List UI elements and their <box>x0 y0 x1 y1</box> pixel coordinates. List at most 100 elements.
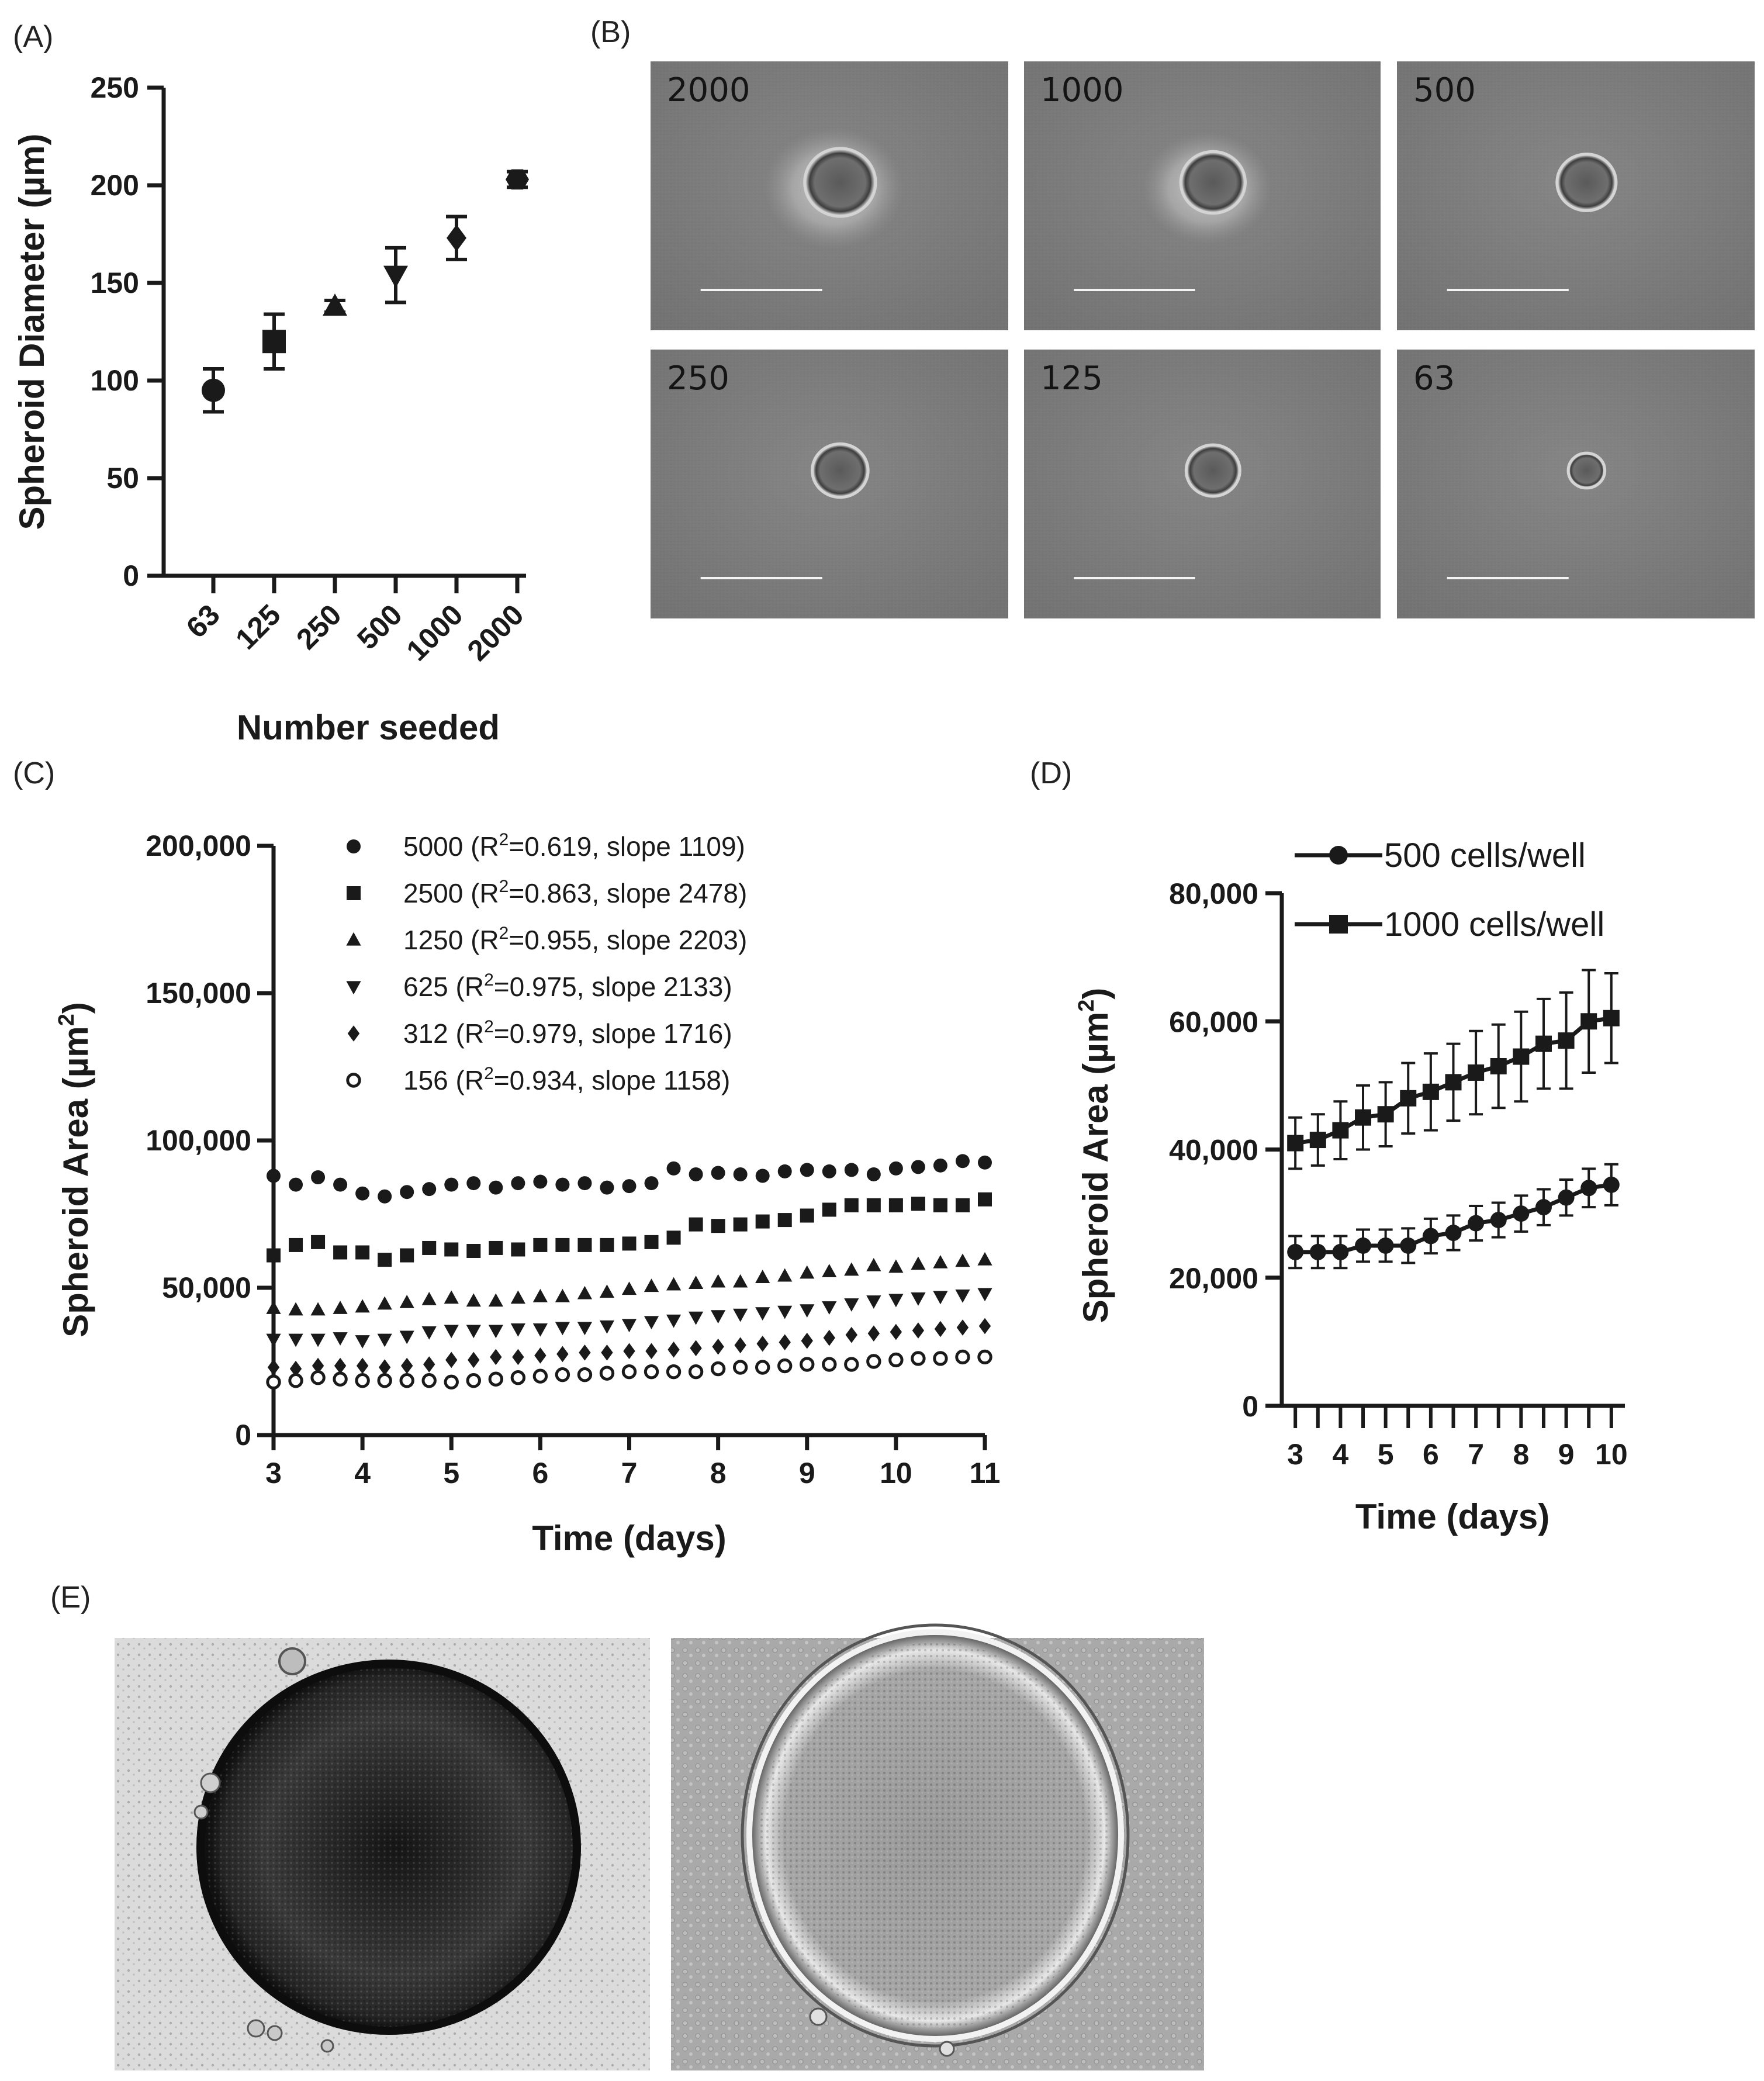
point-1250 <box>733 1274 748 1288</box>
x-axis-label: Time (days) <box>532 1519 726 1558</box>
point-312 <box>512 1349 524 1366</box>
legend-label-625: 625 (R2=0.975, slope 2133) <box>403 970 732 1002</box>
x-tick-label: 2000 <box>461 598 530 667</box>
point-156 <box>844 1357 859 1372</box>
legend-label-2500: 2500 (R2=0.863, slope 2478) <box>403 877 747 908</box>
point-156 <box>777 1358 793 1374</box>
x-axis-label: Time (days) <box>1355 1497 1549 1536</box>
micrograph-2000: 2000 <box>651 61 1008 330</box>
point-5000 <box>600 1180 614 1195</box>
point-1250 <box>666 1277 682 1291</box>
legend-superscript: 2 <box>484 1064 494 1083</box>
point-5000 <box>755 1169 770 1183</box>
y-axis-label: Spheroid Area (µm2) <box>54 1002 95 1337</box>
point-0 <box>1422 1228 1439 1245</box>
point-5000 <box>289 1177 303 1192</box>
y-tick-label: 150,000 <box>146 977 251 1010</box>
point-5000 <box>333 1177 348 1192</box>
point-156 <box>488 1371 504 1387</box>
legend-label-156: 156 (R2=0.934, slope 1158) <box>403 1064 730 1095</box>
point-5000 <box>866 1167 881 1181</box>
point-0 <box>1468 1215 1485 1232</box>
legend-superscript: 2 <box>499 924 509 943</box>
point-156 <box>599 1366 615 1381</box>
point-625 <box>933 1291 948 1305</box>
legend-superscript: 2 <box>499 877 509 896</box>
point-0 <box>1332 1243 1349 1260</box>
point-625 <box>377 1333 392 1347</box>
point-156 <box>911 1351 926 1366</box>
micrograph-label-1000: 1000 <box>1040 71 1124 109</box>
point-1250 <box>955 1253 970 1267</box>
point-625 <box>955 1290 970 1303</box>
point-625 <box>977 1288 992 1302</box>
point-1250 <box>711 1274 726 1288</box>
point-0 <box>1603 1176 1620 1193</box>
point-2500 <box>800 1208 814 1223</box>
point-1250 <box>822 1264 837 1277</box>
micrograph-125: 125 <box>1024 350 1381 618</box>
point-156 <box>333 1371 348 1387</box>
spheroid-rim <box>1555 153 1618 212</box>
point-0 <box>1355 1237 1372 1254</box>
point-0 <box>1309 1243 1326 1260</box>
legend-text: 1250 (R <box>403 925 499 955</box>
legend-text: 625 (R <box>403 972 484 1002</box>
micrograph-grid: 2000 1000 500 250 125 63 <box>651 61 1755 618</box>
spheroid <box>1182 153 1244 212</box>
micrograph-label-2000: 2000 <box>667 71 750 109</box>
point-1250 <box>599 1284 615 1298</box>
point-156 <box>688 1364 704 1380</box>
point-5000 <box>888 1161 903 1176</box>
point-2500 <box>378 1253 392 1267</box>
legend-marker-1250 <box>346 932 361 946</box>
data-point <box>262 330 286 354</box>
x-tick-label: 3 <box>1287 1438 1303 1471</box>
data-point <box>383 265 408 288</box>
point-625 <box>599 1320 615 1334</box>
point-1250 <box>555 1288 570 1302</box>
point-0 <box>1400 1237 1417 1254</box>
point-1 <box>1513 1048 1530 1065</box>
y-tick-label: 150 <box>91 267 139 299</box>
y-tick-label: 0 <box>123 559 139 592</box>
point-5000 <box>489 1180 503 1195</box>
x-tick-label: 10 <box>1595 1438 1628 1471</box>
point-156 <box>866 1354 881 1369</box>
point-625 <box>532 1323 548 1337</box>
point-156 <box>822 1357 837 1372</box>
point-2500 <box>622 1236 637 1251</box>
point-2500 <box>533 1237 548 1252</box>
micrograph-63: 63 <box>1397 350 1755 618</box>
point-312 <box>756 1335 769 1352</box>
point-312 <box>378 1359 391 1375</box>
point-2500 <box>267 1248 281 1263</box>
legend-superscript: 2 <box>484 970 494 990</box>
legend-text: =0.863, slope 2478) <box>509 878 747 908</box>
point-5000 <box>378 1189 392 1204</box>
point-312 <box>623 1343 635 1360</box>
x-tick-label: 11 <box>970 1457 1001 1489</box>
point-312 <box>667 1342 680 1358</box>
point-1250 <box>444 1290 459 1304</box>
point-312 <box>890 1323 902 1340</box>
point-2500 <box>777 1213 792 1228</box>
micrograph-label-125: 125 <box>1040 359 1103 397</box>
point-156 <box>644 1364 659 1380</box>
y-tick-label: 0 <box>1242 1390 1258 1423</box>
legend-label: 1000 cells/well <box>1384 905 1604 943</box>
legend-marker-625 <box>346 981 361 995</box>
point-1250 <box>577 1285 593 1299</box>
point-156 <box>955 1349 970 1365</box>
x-tick-label: 7 <box>1468 1438 1484 1471</box>
point-625 <box>333 1332 348 1346</box>
point-1 <box>1332 1122 1349 1139</box>
point-1250 <box>866 1258 881 1271</box>
point-2500 <box>333 1245 348 1260</box>
point-312 <box>312 1357 324 1374</box>
point-312 <box>267 1359 280 1375</box>
point-625 <box>644 1316 659 1330</box>
point-625 <box>822 1301 837 1315</box>
point-2500 <box>355 1245 370 1260</box>
